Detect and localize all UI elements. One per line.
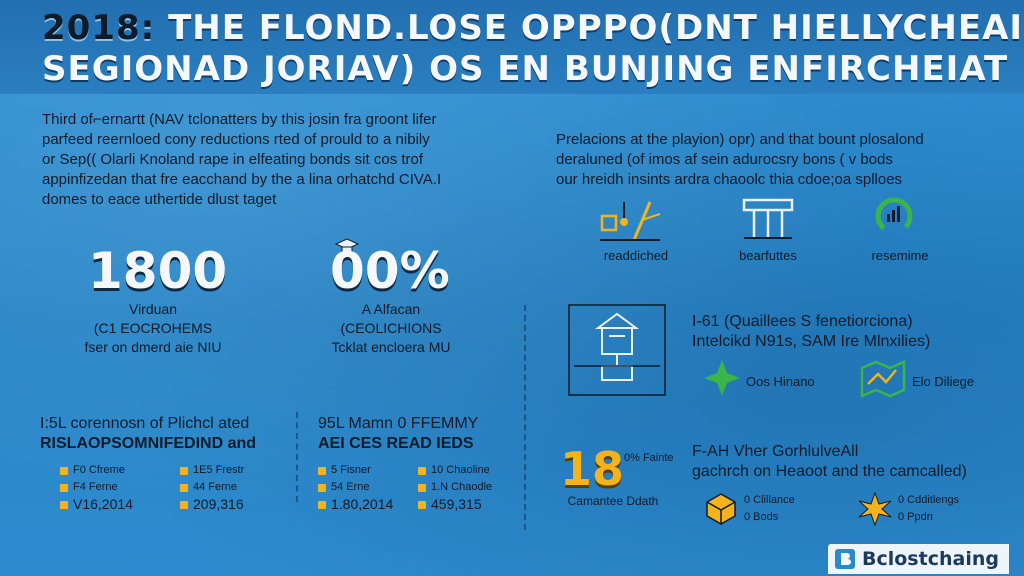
logo-name: Bclostchaing [862,548,999,570]
bottom-value: 18 [560,442,625,496]
section-title-line: gachrch on Heaoot and the camcalled) [692,463,967,480]
map-icon [860,360,906,398]
bullet-icon [180,466,188,475]
intro-left-line: appinfizedan that fre eacchand by the a … [42,171,442,188]
list-item: 209,316 [193,496,244,512]
diagram-title: I-61 (Quaillees S fenetiorciona) Intelci… [692,312,1012,352]
list-item: 54 Erne [331,481,370,493]
bottom-value-note: 0% Fainte [624,452,674,464]
logo-mark-icon [835,549,855,569]
list-item: 1.80,2014 [331,496,394,512]
left-section-2-col-2: 10 Chaoline 1.N Chaodle 459,315 [418,462,492,513]
list-item: V16,2014 [73,496,133,512]
intro-right-line: our hreidh insints ardra chaoolc thia cd… [556,171,903,188]
list-item: 1E5 Frestr [193,464,245,476]
left-section-1-col-1: F0 Cfreme F4 Ferne V16,2014 [60,462,133,513]
bullet-icon [418,500,426,509]
list-item: 459,315 [431,496,482,512]
stat-caption-line: (C1 EOCROHEMS [93,320,213,336]
section-title-line: AEI CES READ IEDS [318,435,474,452]
bottom-item-line: 0 Bods [744,511,779,523]
stat-caption-line: fser on dmerd aie NIU [84,339,222,355]
left-section-2-col-1: 5 Fisner 54 Erne 1.80,2014 [318,462,393,513]
bottom-item-line: 0 Ppdn [898,511,933,523]
title-year: 2018: [42,8,156,48]
bullet-icon [418,466,426,475]
bullet-icon [60,500,68,509]
list-item: F4 Ferne [73,481,118,493]
section-title-line: RISLAOPSOMNIFEDIND and [40,435,257,452]
stat-value-1: 1800 [88,242,228,300]
bottom-title: F-AH Vher GorhlulveAll gachrch on Heaoot… [692,442,1012,482]
bullet-icon [318,466,326,475]
list-item: 1.N Chaodle [431,481,493,493]
brand-logo: Bclostchaing [828,544,1009,574]
graduation-cap-icon [334,238,360,253]
header-banner: 2018: THE FLOND.LOSE OPPPO(DNT HIELLYCHE… [0,0,1024,94]
bottom-item-line: 0 Cdditlengs [898,494,960,506]
section-title-line: I:5L corennosn of Plichcl ated [40,415,250,432]
bottom-item-2: 0 Cdditlengs 0 Ppdn [898,492,959,526]
stat-value-2: 00% [330,242,450,300]
bullet-icon [60,466,68,475]
title-line-1: 2018: THE FLOND.LOSE OPPPO(DNT HIELLYCHE… [42,8,1024,48]
icon-label-crane: readdiched [603,248,669,263]
intro-left-line: or Sep(( Olarli Knoland rape in elfeatin… [42,151,424,168]
stat-caption-2: A Alfacan (CEOLICHIONS Tcklat encloera M… [296,300,486,357]
list-item: 5 Fisner [331,464,371,476]
divider-left [296,412,298,502]
bottom-value-label: Camantee Ddath [567,494,659,508]
intro-left-line: parfeed reernloed cony reductions rted o… [42,131,430,148]
title-line-2: SEGIONAD JORIAV) OS EN BUNJING ENFIRCHEI… [42,49,1009,89]
divider-center [524,305,526,530]
crane-icon [600,201,661,241]
bottom-item-line: 0 Clillance [744,494,795,506]
section-title-line: I-61 (Quaillees S fenetiorciona) [692,313,913,330]
section-title-line: F-AH Vher GorhlulveAll [692,443,859,460]
intro-right-paragraph: Prelacions at the playion) opr) and that… [556,130,996,190]
intro-right-line: Prelacions at the playion) opr) and that… [556,131,924,148]
list-item: 10 Chaoline [431,464,490,476]
building-diagram-icon [568,304,666,396]
left-section-2-title: 95L Mamn 0 FFEMMY AEI CES READ IEDS [318,414,518,454]
stat-caption-1: Virduan (C1 EOCROHEMS fser on dmerd aie … [58,300,248,357]
left-section-1-title: I:5L corennosn of Plichcl ated RISLAOPSO… [40,414,290,454]
bottom-item-1: 0 Clillance 0 Bods [744,492,795,526]
intro-left-paragraph: Third of⌐ernartt (NAV tclonatters by thi… [42,110,512,210]
list-item: F0 Cfreme [73,464,125,476]
bullet-icon [318,483,326,492]
cube-icon [706,493,736,525]
bullet-icon [180,500,188,509]
stat-caption-line: Virduan [128,301,177,317]
bullet-icon [60,483,68,492]
icon-label-bridge: bearfuttes [739,248,797,263]
starburst-icon [858,492,892,526]
section-title-line: Intelcikd N91s, SAM Ire Mlnxilies) [692,333,931,350]
intro-right-line: deraluned (of imos af sein adurocsry bon… [556,151,893,168]
intro-left-line: Third of⌐ernartt (NAV tclonatters by thi… [42,111,437,128]
list-item: 44 Ferne [193,481,238,493]
title-main: THE FLOND.LOSE OPPPO(DNT HIELLYCHEAI [168,8,1024,48]
intro-left-line: domes to eace uthertide dlust taget [42,191,277,208]
stat-caption-line: (CEOLICHIONS [340,320,442,336]
diagram-item-label: Elo Diliege [912,374,975,389]
bullet-icon [318,500,326,509]
section-title-line: 95L Mamn 0 FFEMMY [318,415,479,432]
left-section-1-col-2: 1E5 Frestr 44 Ferne 209,316 [180,462,244,513]
icon-label-gauge: resemime [871,248,929,263]
star-icon [704,360,740,396]
gauge-icon [875,197,913,235]
bullet-icon [180,483,188,492]
diagram-item-label: Oos Hinano [746,374,815,389]
stat-caption-line: Tcklat encloera MU [331,339,451,355]
bridge-icon [742,198,794,239]
bullet-icon [418,483,426,492]
stat-caption-line: A Alfacan [361,301,421,317]
